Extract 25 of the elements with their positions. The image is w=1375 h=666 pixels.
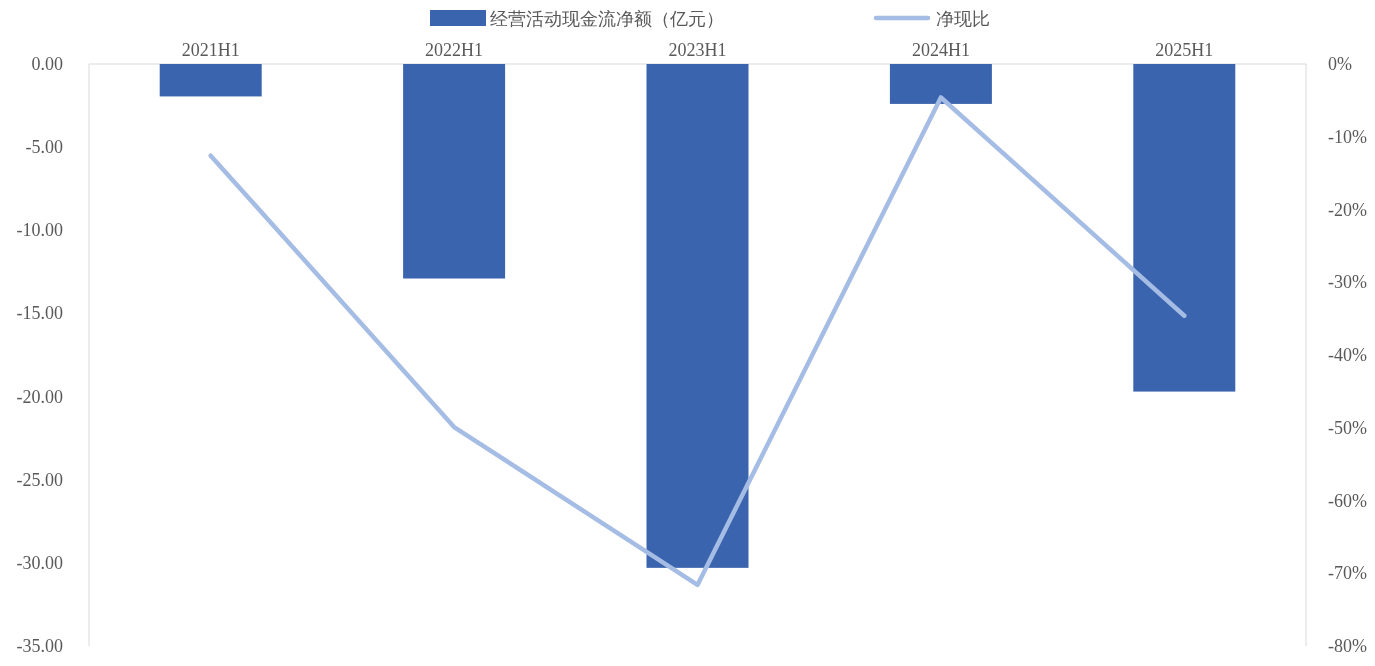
- y2-tick-label: -80%: [1328, 636, 1367, 656]
- y2-tick-label: -40%: [1328, 345, 1367, 365]
- x-tick-label: 2022H1: [425, 40, 484, 60]
- y2-tick-label: -60%: [1328, 490, 1367, 511]
- y-tick-label: -20.00: [16, 386, 63, 407]
- y-tick-label: -10.00: [16, 220, 63, 241]
- line-series: [208, 95, 1187, 588]
- y-tick-label: -25.00: [16, 469, 63, 490]
- x-tick-label: 2021H1: [181, 40, 240, 60]
- y2-tick-label: -20%: [1328, 199, 1367, 220]
- y-tick-label: -35.00: [16, 636, 63, 656]
- y-tick-label: -15.00: [16, 303, 63, 324]
- y2-tick-label: -10%: [1328, 126, 1367, 147]
- y2-tick-label: 0%: [1328, 54, 1352, 74]
- x-tick-label: 2025H1: [1155, 40, 1214, 60]
- x-tick-label: 2023H1: [668, 40, 727, 60]
- legend-label: 经营活动现金流净额（亿元）: [490, 9, 724, 29]
- x-tick-label: 2024H1: [911, 40, 970, 60]
- y2-tick-label: -30%: [1328, 272, 1367, 293]
- y2-tick-label: -70%: [1328, 563, 1367, 584]
- y-tick-label: 0.00: [31, 54, 63, 74]
- y2-tick-label: -50%: [1328, 417, 1367, 438]
- legend-label: 净现比: [936, 9, 990, 29]
- y-tick-label: -30.00: [16, 552, 63, 573]
- y-tick-label: -5.00: [25, 137, 63, 158]
